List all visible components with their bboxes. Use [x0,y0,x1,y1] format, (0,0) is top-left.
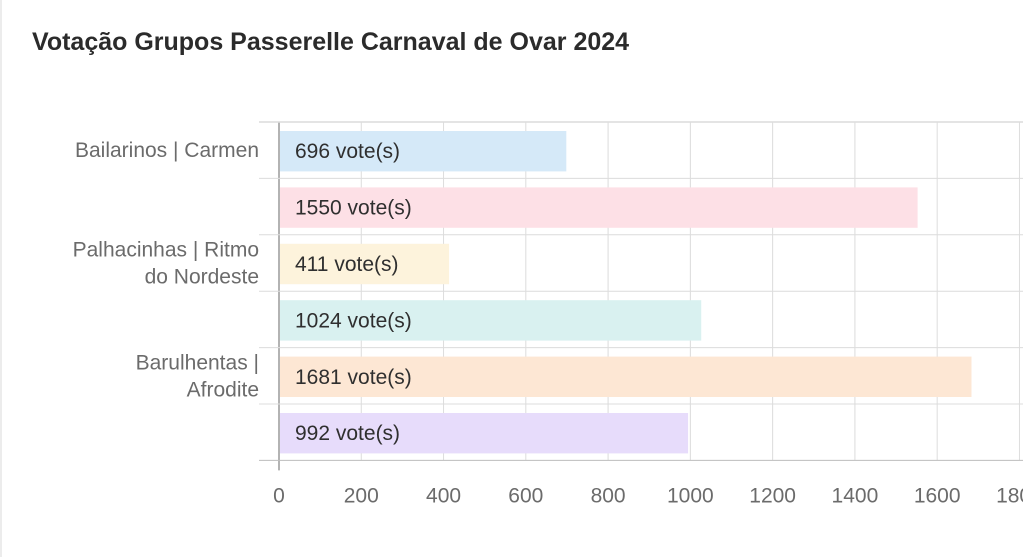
x-tick-label: 800 [591,484,626,507]
category-label: Barulhentas | Afrodite [136,351,259,401]
x-tick-label: 1200 [749,484,796,507]
category-label-line: Barulhentas | [136,351,259,374]
category-label-line: Afrodite [187,378,259,401]
bar [280,300,702,341]
x-tick-label: 1600 [914,484,961,507]
x-tick-label: 1000 [667,484,714,507]
x-tick-label: 1400 [832,484,879,507]
bar-value-label: 1681 vote(s) [295,366,412,389]
bar-value-label: 1550 vote(s) [295,197,412,220]
category-label-line: do Nordeste [145,266,259,289]
category-label: Bailarinos | Carmen [75,139,259,162]
bar [280,413,689,454]
x-tick-label: 0 [273,484,285,507]
bar-value-label: 992 vote(s) [295,422,400,445]
bar-value-label: 411 vote(s) [295,253,399,276]
bar-value-label: 696 vote(s) [295,140,400,163]
x-tick-label: 200 [344,484,379,507]
bar [280,356,972,397]
chart-title: Votação Grupos Passerelle Carnaval de Ov… [32,28,630,56]
bar [280,131,567,172]
bar [280,187,918,228]
x-tick-label: 600 [508,484,543,507]
x-tick-label: 1800 [996,484,1023,507]
x-tick-label: 400 [426,484,461,507]
category-label-line: Palhacinhas | Ritmo [73,239,259,262]
bar-value-label: 1024 vote(s) [295,309,412,332]
category-label: Palhacinhas | Ritmo do Nordeste [73,239,259,289]
category-label-line: Bailarinos | Carmen [75,139,259,162]
bar [280,243,450,285]
